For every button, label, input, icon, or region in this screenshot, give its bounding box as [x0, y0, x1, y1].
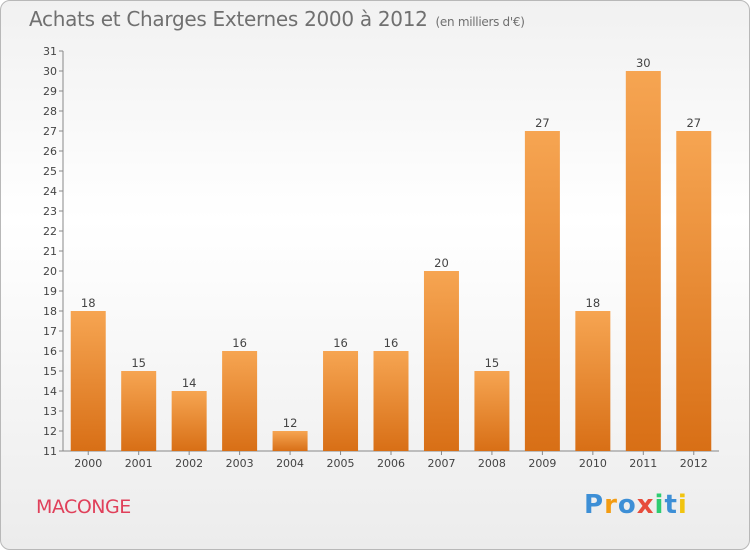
- x-tick-label: 2009: [528, 457, 556, 470]
- x-tick-label: 2000: [74, 457, 102, 470]
- chart-title: Achats et Charges Externes 2000 à 2012 (e…: [29, 7, 525, 31]
- y-tick-label: 16: [43, 345, 57, 358]
- x-tick-label: 2002: [175, 457, 203, 470]
- logo-letter: x: [636, 490, 655, 520]
- chart-title-text: Achats et Charges Externes 2000 à 2012: [29, 7, 428, 31]
- y-tick-label: 12: [43, 425, 57, 438]
- bar: [222, 351, 258, 451]
- y-tick-label: 27: [43, 125, 57, 138]
- y-tick-label: 11: [43, 445, 57, 458]
- y-tick-label: 18: [43, 305, 57, 318]
- x-tick-label: 2007: [427, 457, 455, 470]
- commune-name: MACONGE: [36, 496, 131, 518]
- y-tick-label: 31: [43, 45, 57, 58]
- bar-value-label: 15: [131, 356, 146, 370]
- x-tick-label: 2008: [478, 457, 506, 470]
- x-tick-label: 2011: [629, 457, 657, 470]
- chart-unit: (en milliers d'€): [435, 15, 525, 29]
- x-tick-label: 2010: [579, 457, 607, 470]
- bar: [575, 311, 611, 451]
- bar-value-label: 14: [182, 376, 197, 390]
- bar-value-label: 18: [81, 296, 96, 310]
- bar-value-label: 16: [384, 336, 399, 350]
- bar-value-label: 27: [686, 116, 701, 130]
- x-tick-label: 2003: [226, 457, 254, 470]
- y-tick-label: 24: [43, 185, 57, 198]
- y-tick-label: 29: [43, 85, 57, 98]
- y-tick-label: 30: [43, 65, 57, 78]
- y-tick-label: 19: [43, 285, 57, 298]
- y-tick-label: 26: [43, 145, 57, 158]
- bar-value-label: 16: [232, 336, 247, 350]
- y-tick-label: 25: [43, 165, 57, 178]
- bar: [70, 311, 106, 451]
- bar: [272, 431, 308, 451]
- y-tick-label: 14: [43, 385, 57, 398]
- x-tick-label: 2012: [680, 457, 708, 470]
- proxiti-logo: Proxiti: [584, 490, 688, 520]
- y-tick-label: 22: [43, 225, 57, 238]
- bar: [625, 71, 661, 451]
- logo-letter: P: [584, 490, 605, 520]
- bar: [474, 371, 510, 451]
- bar: [171, 391, 207, 451]
- bar-value-label: 30: [636, 56, 651, 70]
- y-tick-label: 23: [43, 205, 57, 218]
- bar: [423, 271, 459, 451]
- y-tick-label: 20: [43, 265, 57, 278]
- bar: [524, 131, 560, 451]
- bar-value-label: 12: [283, 416, 298, 430]
- logo-letter: r: [604, 490, 618, 520]
- y-tick-label: 17: [43, 325, 57, 338]
- bar: [323, 351, 359, 451]
- bar-value-label: 27: [535, 116, 550, 130]
- bar: [121, 371, 157, 451]
- logo-letter: i: [677, 490, 688, 520]
- y-tick-label: 13: [43, 405, 57, 418]
- y-tick-label: 21: [43, 245, 57, 258]
- logo-letter: o: [617, 490, 637, 520]
- x-tick-label: 2006: [377, 457, 405, 470]
- y-tick-label: 28: [43, 105, 57, 118]
- bar-value-label: 16: [333, 336, 348, 350]
- bar: [676, 131, 712, 451]
- logo-letter: t: [664, 490, 678, 520]
- x-tick-label: 2004: [276, 457, 304, 470]
- bar-value-label: 20: [434, 256, 449, 270]
- logo-letter: i: [654, 490, 665, 520]
- y-tick-label: 15: [43, 365, 57, 378]
- bar: [373, 351, 409, 451]
- x-tick-label: 2005: [327, 457, 355, 470]
- bar-value-label: 18: [586, 296, 601, 310]
- bar-value-label: 15: [485, 356, 500, 370]
- x-tick-label: 2001: [125, 457, 153, 470]
